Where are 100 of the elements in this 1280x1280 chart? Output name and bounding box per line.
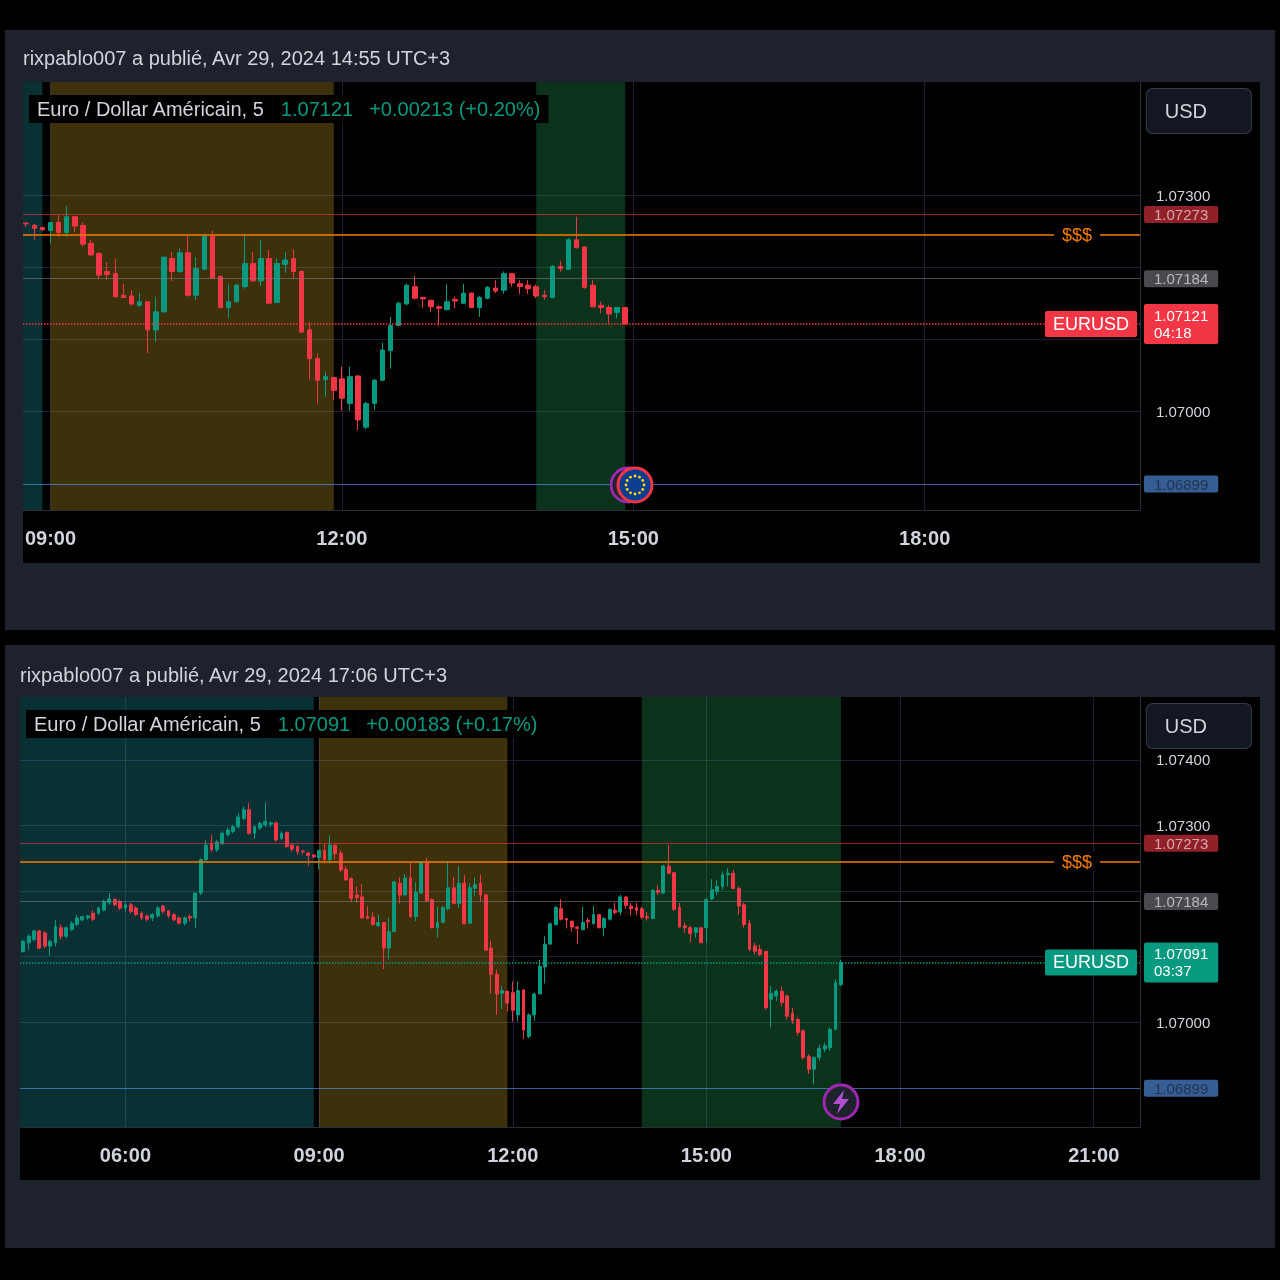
candlestick <box>169 251 175 282</box>
candlestick <box>48 222 53 244</box>
candlestick <box>59 923 63 941</box>
candlestick <box>226 283 231 319</box>
x-tick-label: 21:00 <box>1068 1144 1120 1166</box>
candlestick <box>274 258 280 304</box>
candlestick <box>565 917 568 929</box>
candlestick <box>291 248 296 280</box>
chart-title: rixpablo007 a publié, Avr 29, 2024 14:55 UTC+3 <box>23 46 451 70</box>
candlestick <box>339 366 345 412</box>
candlestick <box>91 909 95 922</box>
candlestick <box>522 988 525 1040</box>
candlestick <box>317 849 321 870</box>
candlestick <box>608 907 612 922</box>
candlestick <box>64 925 68 939</box>
y-tick-label: 1.07000 <box>1156 1013 1211 1031</box>
x-tick-label: 15:00 <box>607 527 659 549</box>
candlestick <box>296 844 299 856</box>
y-axis-title: USD <box>1164 100 1208 122</box>
candlestick <box>183 916 187 927</box>
x-tick-label: 09:00 <box>293 1144 345 1166</box>
candlestick <box>505 990 509 1013</box>
candlestick <box>398 876 402 904</box>
annotation: +0.00183 (+0.17%) <box>366 713 538 735</box>
candlestick <box>731 869 735 891</box>
candlestick <box>635 902 638 916</box>
candlestick <box>581 906 585 931</box>
candlestick <box>694 926 698 939</box>
candlestick <box>347 366 353 412</box>
candlestick <box>566 237 571 271</box>
candlestick <box>550 264 555 299</box>
x-tick-label: 18:00 <box>874 1144 926 1166</box>
candlestick <box>333 843 337 861</box>
candlestick <box>32 223 37 241</box>
candlestick <box>312 853 316 859</box>
candlestick <box>242 234 248 290</box>
candlestick <box>517 279 523 295</box>
candlestick <box>726 867 730 887</box>
candlestick <box>678 902 681 929</box>
candlestick <box>791 1007 794 1025</box>
candlestick <box>586 917 590 929</box>
ref-line-label: 1.07184 <box>1154 893 1209 911</box>
candlestick <box>253 824 256 840</box>
candlestick <box>280 830 283 841</box>
candlestick <box>188 914 192 922</box>
text: 04:18 <box>1154 324 1192 342</box>
text: 03:37 <box>1154 962 1192 980</box>
candlestick <box>161 256 167 314</box>
candlestick <box>56 214 61 238</box>
candlestick <box>403 873 407 897</box>
candlestick <box>597 913 601 929</box>
candlestick <box>656 884 660 896</box>
candlestick <box>43 930 47 949</box>
candlestick <box>202 234 207 271</box>
candlestick <box>409 862 412 919</box>
x-tick-label: 15:00 <box>680 1144 732 1166</box>
candlestick <box>444 283 450 311</box>
candlestick <box>704 897 708 944</box>
candlestick <box>161 904 165 914</box>
candlestick <box>86 914 90 921</box>
candlestick <box>269 821 273 828</box>
candlestick <box>485 285 490 301</box>
candlestick <box>282 251 288 274</box>
candlestick <box>40 226 45 232</box>
candlestick <box>137 292 142 308</box>
ref-line-label: 1.06899 <box>1154 475 1209 493</box>
candlestick <box>54 919 57 947</box>
candlestick <box>748 919 751 952</box>
candlestick <box>258 239 264 287</box>
candlestick <box>613 902 617 916</box>
candlestick <box>150 912 154 922</box>
candlestick <box>376 914 380 928</box>
candlestick <box>96 251 102 280</box>
candlestick <box>167 909 170 919</box>
candlestick <box>210 834 213 853</box>
candlestick <box>554 905 558 927</box>
candlestick <box>153 296 159 343</box>
candlestick <box>242 805 246 821</box>
ref-line-label: $$$ <box>1061 851 1092 872</box>
y-tick-label: 1.07400 <box>1156 751 1211 769</box>
ref-line-label: 1.07273 <box>1154 206 1209 224</box>
candlestick <box>124 902 127 912</box>
candlestick <box>156 905 160 919</box>
candlestick <box>559 898 563 922</box>
candlestick <box>388 316 393 370</box>
candlestick <box>301 849 305 855</box>
candlestick <box>428 299 434 313</box>
candlestick <box>177 247 183 274</box>
y-axis-title: USD <box>1164 715 1208 737</box>
candlestick <box>21 939 25 954</box>
candlestick <box>234 283 239 303</box>
candlestick <box>72 215 78 234</box>
candlestick <box>721 870 724 891</box>
candlestick <box>97 906 100 916</box>
candlestick <box>193 892 197 929</box>
candlestick <box>382 921 386 970</box>
candlestick <box>274 821 278 843</box>
candlestick <box>495 969 499 1016</box>
ref-line-label: $$$ <box>1061 224 1092 245</box>
candlestick <box>193 256 199 301</box>
